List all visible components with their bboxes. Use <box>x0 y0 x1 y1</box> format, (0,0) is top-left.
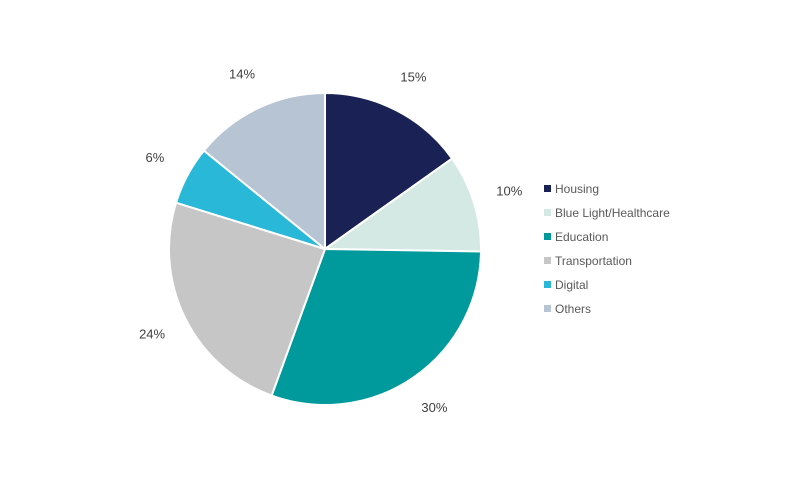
data-label-education: 30% <box>421 400 447 415</box>
data-labels: 15% 10% 30% 24% 6% 14% <box>139 67 523 415</box>
legend-label-housing: Housing <box>555 182 599 196</box>
legend-item-digital: Digital <box>544 278 588 292</box>
legend-label-blue-light-healthcare: Blue Light/Healthcare <box>555 206 670 220</box>
legend-item-transportation: Transportation <box>544 254 632 268</box>
legend-swatch-blue-light-healthcare <box>544 209 551 216</box>
legend-item-housing: Housing <box>544 182 599 196</box>
legend-label-transportation: Transportation <box>555 254 632 268</box>
legend-label-digital: Digital <box>555 278 588 292</box>
data-label-housing: 15% <box>400 70 426 85</box>
legend-item-blue-light-healthcare: Blue Light/Healthcare <box>544 206 670 220</box>
data-label-blue-light-healthcare: 10% <box>496 184 522 199</box>
legend: Housing Blue Light/Healthcare Education Tra… <box>544 182 670 316</box>
legend-swatch-others <box>544 305 551 312</box>
pie-slice-transportation <box>168 201 326 397</box>
legend-label-education: Education <box>555 230 608 244</box>
pie-slice-blue-light-healthcare <box>324 157 482 253</box>
legend-swatch-transportation <box>544 257 551 264</box>
pie-slice-education <box>270 248 482 406</box>
data-label-others: 14% <box>229 67 255 82</box>
legend-swatch-housing <box>544 185 551 192</box>
legend-swatch-education <box>544 233 551 240</box>
pie-slices <box>168 92 482 406</box>
legend-item-education: Education <box>544 230 608 244</box>
legend-swatch-digital <box>544 281 551 288</box>
legend-item-others: Others <box>544 302 591 316</box>
data-label-digital: 6% <box>146 150 165 165</box>
data-label-transportation: 24% <box>139 327 165 342</box>
legend-label-others: Others <box>555 302 591 316</box>
pie-slice-housing <box>324 92 454 250</box>
pie-slice-others <box>202 92 326 250</box>
